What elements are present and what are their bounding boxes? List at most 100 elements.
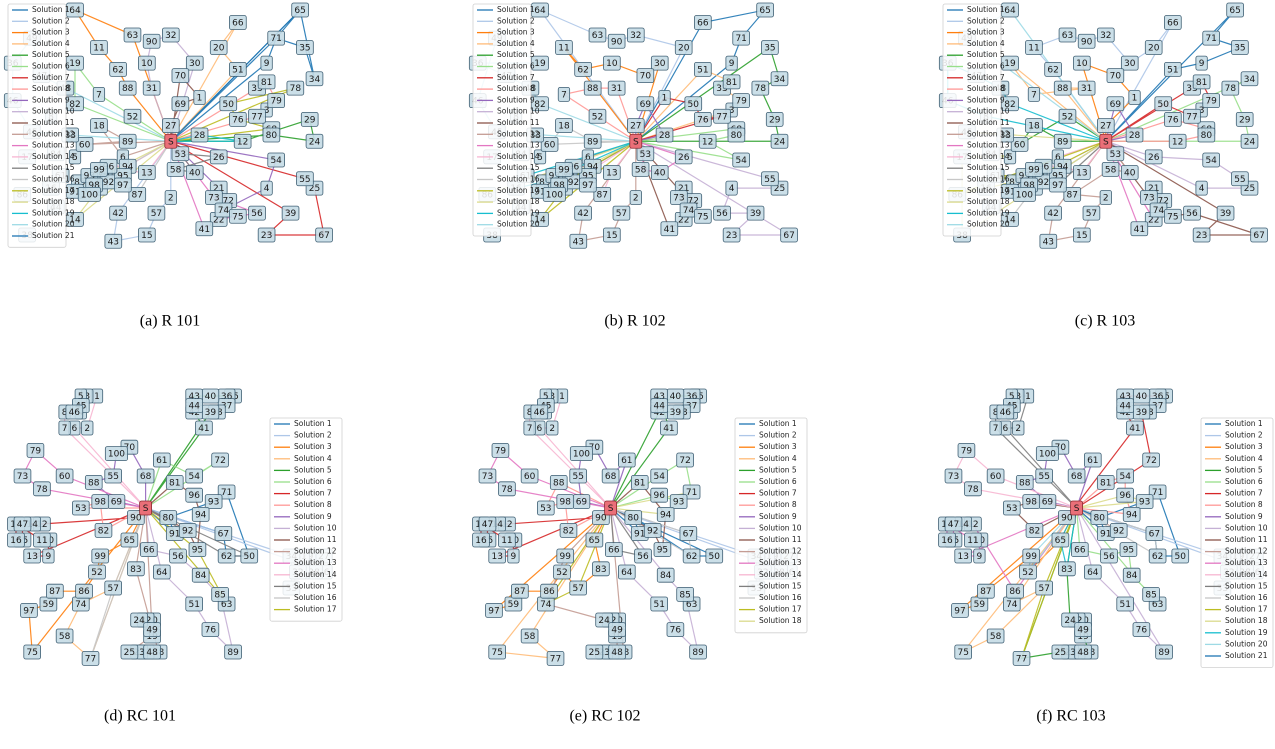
customer-label: 54 [1119,472,1131,482]
customer-label: 89 [692,648,704,658]
customer-node [248,205,266,221]
customer-node [1240,71,1259,87]
legend-label: Solution 10 [497,107,540,116]
customer-label: 24 [309,137,321,147]
customer-node [1231,40,1249,55]
customer-label: 42 [1047,209,1058,219]
customer-label: 71 [686,488,697,498]
legend-label: Solution 7 [497,73,535,82]
customer-label: 97 [488,606,499,616]
customer-label: 19 [1004,59,1016,69]
customer-label: 81 [634,478,645,488]
legend-label: Solution 14 [294,570,337,579]
legend-label: Solution 10 [759,523,802,532]
customer-label: 25 [124,648,135,658]
customer-label: 73 [673,194,684,204]
customer-node [732,93,750,109]
customer-node [1010,136,1029,152]
customer-node [1058,27,1077,43]
customer-node [229,208,247,224]
customer-label: 59 [43,600,55,610]
customer-label: 96 [568,162,580,172]
customer-label: 73 [208,194,219,204]
customer-node [540,136,559,152]
customer-node [143,622,161,637]
customer-label: 12 [967,520,978,530]
legend-label: Solution 14 [32,152,75,161]
customer-node [171,146,190,162]
customer-label: 70 [175,72,187,82]
legend-label: Solution 5 [967,50,1005,59]
customer-node [636,96,655,112]
legend-label: Solution 8 [294,500,332,509]
panel: 1234567891011121314151617181920212223242… [468,2,798,330]
customer-label: 25 [589,648,600,658]
customer-label: 24 [774,137,786,147]
customer-label: 54 [188,472,200,482]
customer-label: 39 [1220,209,1232,219]
customer-label: 5 [78,392,84,402]
customer-node [1164,208,1182,224]
customer-label: 98 [95,498,107,508]
customer-label: 67 [318,231,329,241]
customer-node [159,510,178,526]
customer-label: 31 [611,84,622,94]
panel: 1234567891011121314151617181920212223242… [3,2,333,330]
customer-node [123,108,142,124]
customer-label: 60 [1014,140,1026,150]
customer-node [1077,33,1096,49]
customer-node [658,90,671,105]
customer-node [605,542,623,557]
legend-label: Solution 14 [759,570,802,579]
customer-node [1044,205,1062,221]
customer-label: 36 [1152,392,1164,402]
customer-node [229,15,247,30]
legend-label: Solution 1 [759,419,797,428]
customer-node [627,27,645,43]
customer-label: 62 [1047,65,1058,75]
customer-node [732,30,750,46]
customer-label: 95 [657,546,668,556]
legend-label: Solution 5 [1225,465,1263,474]
customer-label: 88 [88,478,100,488]
customer-label: 64 [534,6,546,16]
customer-label: 86 [78,587,90,597]
legend-label: Solution 8 [497,84,535,93]
customer-label: 52 [1062,112,1073,122]
customer-node [660,221,679,237]
customer-label: 14 [1004,215,1016,225]
customer-label: 34 [309,75,321,85]
customer-node [650,398,668,414]
legend-label: Solution 20 [967,220,1010,229]
customer-node [55,468,74,484]
customer-label: 64 [1004,6,1016,16]
customer-label: 68 [140,472,152,482]
customer-label: 43 [1119,392,1130,402]
customer-node [555,40,573,55]
customer-node [33,481,51,497]
customer-label: 15 [1076,231,1087,241]
customer-label: 50 [244,552,256,562]
customer-node [549,474,568,490]
customer-label: 74 [683,206,695,216]
customer-node [746,205,765,221]
customer-label: 82 [563,526,574,536]
customer-node [20,603,38,618]
customer-node [694,111,712,127]
legend-label: Solution 7 [294,489,332,498]
customer-label: 75 [697,212,708,222]
customer-label: 12 [702,137,713,147]
customer-node [944,516,963,532]
customer-label: 100 [108,450,125,460]
customer-label: 75 [1167,212,1178,222]
customer-label: 65 [1229,6,1240,16]
customer-label: 11 [1028,44,1039,54]
customer-node [595,612,613,628]
customer-label: 53 [175,150,186,160]
customer-node [977,583,995,599]
customer-label: 28 [659,131,671,141]
customer-label: 87 [1067,190,1078,200]
customer-label: 5 [543,392,549,402]
customer-node [257,74,276,90]
legend-label: Solution 4 [967,39,1005,48]
